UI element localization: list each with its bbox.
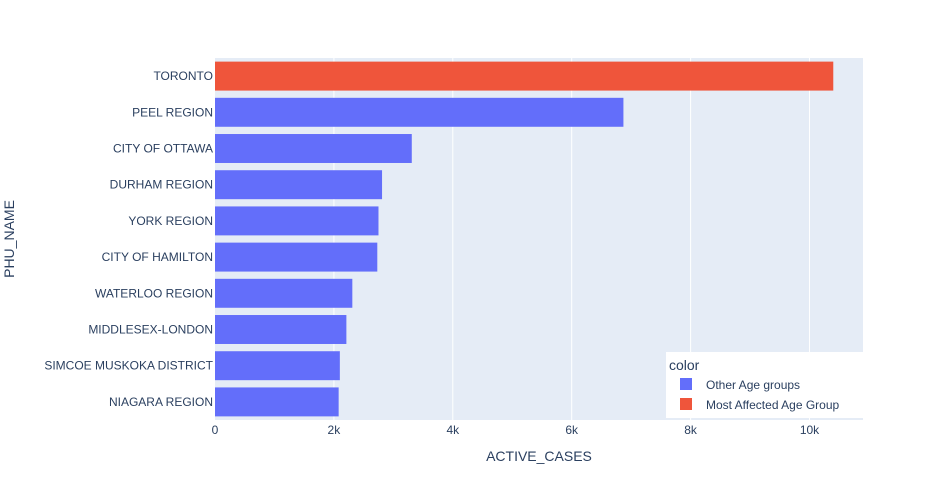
y-tick-label-city-of-ottawa: CITY OF OTTAWA — [113, 142, 213, 156]
y-tick-label-city-of-hamilton: CITY OF HAMILTON — [102, 250, 213, 264]
y-tick-label-york-region: YORK REGION — [128, 214, 213, 228]
y-tick-label-waterloo-region: WATERLOO REGION — [95, 286, 213, 300]
bar-city-of-ottawa[interactable] — [215, 134, 412, 163]
x-tick-label-0: 0 — [212, 423, 219, 437]
y-axis-tick-labels: TORONTO PEEL REGION CITY OF OTTAWA DURHAM R… — [44, 69, 213, 409]
bar-peel-region[interactable] — [215, 97, 624, 127]
x-tick-label-8k: 8k — [684, 423, 698, 437]
y-tick-label-niagara-region: NIAGARA REGION — [109, 395, 213, 409]
bar-middlesex-london[interactable] — [215, 315, 347, 344]
y-tick-label-peel-region: PEEL REGION — [132, 105, 213, 119]
legend-swatch-most-affected-age-group — [680, 398, 692, 410]
bar-durham-region[interactable] — [215, 170, 383, 200]
bars — [215, 61, 834, 417]
y-tick-label-toronto: TORONTO — [153, 69, 213, 83]
bar-city-of-hamilton[interactable] — [215, 242, 378, 272]
legend-label-other-age-groups: Other Age groups — [706, 378, 800, 392]
x-tick-label-10k: 10k — [800, 423, 820, 437]
legend-swatch-other-age-groups — [680, 378, 692, 390]
x-tick-label-4k: 4k — [446, 423, 460, 437]
y-tick-label-simcoe-muskoka-district: SIMCOE MUSKOKA DISTRICT — [44, 359, 213, 373]
legend-item-most-affected-age-group[interactable]: Most Affected Age Group — [680, 398, 840, 412]
legend-title: color — [669, 357, 700, 373]
y-tick-label-durham-region: DURHAM REGION — [110, 178, 213, 192]
x-axis-tick-labels: 0 2k 4k 6k 8k 10k — [212, 423, 821, 437]
y-tick-label-middlesex-london: MIDDLESEX-LONDON — [88, 323, 213, 337]
legend: color Other Age groups Most Affected Age… — [666, 352, 863, 418]
bar-york-region[interactable] — [215, 206, 379, 236]
x-tick-label-6k: 6k — [565, 423, 579, 437]
bar-toronto[interactable] — [215, 61, 834, 91]
legend-item-other-age-groups[interactable]: Other Age groups — [680, 378, 800, 392]
bar-niagara-region[interactable] — [215, 387, 339, 417]
bar-waterloo-region[interactable] — [215, 278, 353, 308]
legend-label-most-affected-age-group: Most Affected Age Group — [706, 398, 840, 412]
bar-simcoe-muskoka-district[interactable] — [215, 351, 340, 381]
x-axis-title: ACTIVE_CASES — [486, 448, 592, 464]
legend-background — [666, 352, 863, 418]
x-tick-label-2k: 2k — [328, 423, 342, 437]
y-axis-title: PHU_NAME — [1, 200, 17, 278]
